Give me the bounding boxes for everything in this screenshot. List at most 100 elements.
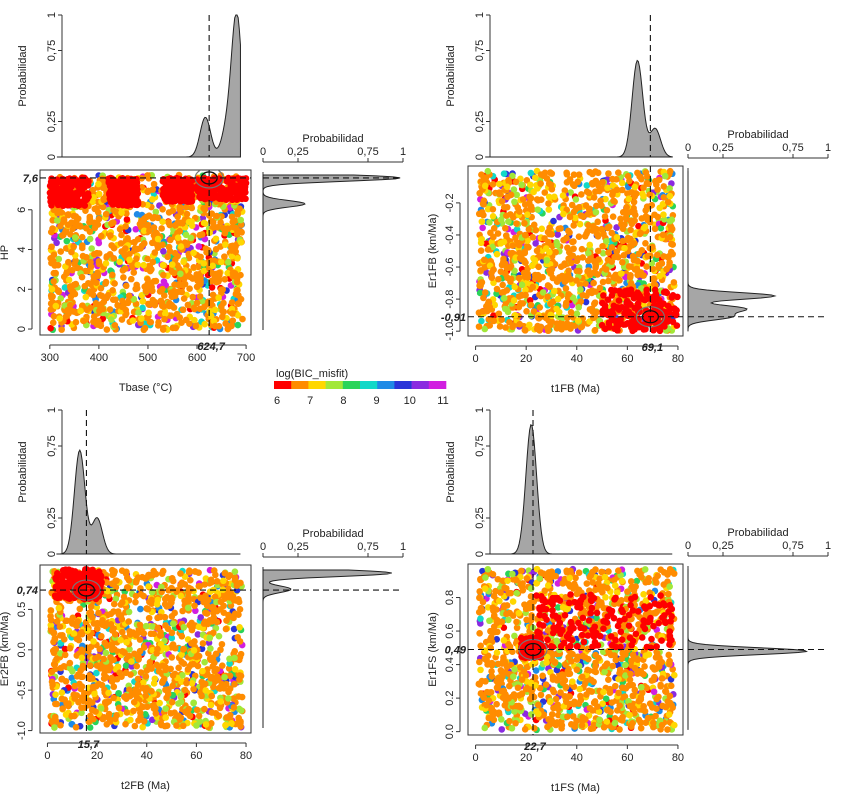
scatter-point [190, 249, 197, 257]
scatter-point [221, 253, 228, 260]
scatter-point [230, 184, 237, 191]
scatter-point [545, 200, 552, 207]
scatter-point [596, 284, 604, 292]
scatter-point [128, 658, 135, 665]
scatter-point [123, 568, 130, 576]
scatter-point [589, 314, 597, 322]
scatter-point [603, 206, 611, 214]
scatter-point [100, 655, 108, 663]
scatter-point [180, 646, 187, 653]
scatter-point [136, 621, 144, 629]
scatter-point [234, 255, 241, 262]
scatter-point [142, 287, 150, 294]
scatter-point [50, 312, 58, 320]
scatter-point [608, 244, 616, 251]
scatter-point [49, 225, 56, 232]
scatter-point [146, 662, 153, 670]
scatter-point [66, 175, 73, 182]
scatter-point [151, 249, 159, 256]
scatter-point [626, 320, 634, 327]
scatter-point [168, 594, 176, 602]
scatter-point [495, 275, 502, 283]
scatter-point [608, 292, 616, 299]
scatter-point [47, 621, 55, 629]
scatter-point [145, 309, 152, 317]
scatter-point [168, 654, 176, 661]
scatter-point [130, 238, 138, 246]
scatter-point [107, 232, 114, 239]
scatter-point [633, 265, 641, 273]
scatter-point [528, 262, 536, 269]
scatter-point [118, 316, 126, 323]
scatter-point [77, 307, 84, 315]
scatter-point [225, 688, 232, 696]
scatter-point [188, 204, 196, 212]
scatter-point [171, 709, 178, 717]
x-tick-label: 400 [90, 352, 108, 364]
scatter-point [162, 666, 169, 674]
scatter-point [222, 241, 229, 248]
scatter-point [200, 598, 207, 606]
scatter-point [220, 577, 227, 585]
scatter-point [150, 180, 158, 188]
scatter-point [100, 196, 108, 204]
scatter-point [159, 567, 167, 575]
scatter-point [611, 287, 619, 294]
scatter-point [625, 195, 633, 203]
scatter-point [160, 194, 168, 201]
scatter-point [217, 646, 224, 654]
scatter-point [93, 603, 101, 611]
scatter-point [57, 721, 64, 729]
scatter-point [135, 656, 142, 663]
scatter-point [61, 651, 69, 659]
scatter-point [76, 190, 83, 197]
scatter-point [110, 625, 117, 632]
scatter-point [179, 306, 187, 314]
y-axis-label: Er1FB (km/Ma) [427, 214, 439, 289]
scatter-point [126, 692, 134, 700]
scatter-point [502, 232, 510, 239]
scatter-point [533, 196, 541, 203]
scatter-point [626, 273, 634, 281]
scatter-point [167, 180, 174, 187]
scatter-point [80, 695, 88, 703]
scatter-point [102, 649, 110, 657]
scatter-point [646, 191, 654, 198]
scatter-point [190, 264, 198, 271]
scatter-point [110, 608, 117, 615]
scatter-point [493, 250, 501, 258]
scatter-point [216, 175, 223, 182]
scatter-point [659, 200, 667, 208]
scatter-point [480, 211, 487, 219]
scatter-point [640, 272, 647, 279]
scatter-point [90, 313, 98, 320]
scatter-point [110, 694, 117, 702]
scatter-point [634, 271, 641, 279]
scatter-point [97, 705, 105, 712]
scatter-point [139, 298, 146, 305]
scatter-point [182, 599, 190, 606]
scatter-point [525, 199, 533, 207]
scatter-point [545, 193, 553, 201]
scatter-point [548, 318, 556, 325]
scatter-point [500, 170, 508, 178]
scatter-point [109, 566, 116, 574]
scatter-point [519, 196, 527, 203]
scatter-point [78, 199, 86, 207]
scatter-point [590, 279, 597, 287]
scatter-point [239, 315, 246, 323]
scatter-point [213, 665, 221, 673]
scatter-point [515, 241, 523, 249]
scatter-point [641, 296, 649, 304]
scatter-point [237, 718, 244, 725]
scatter-point [663, 289, 671, 297]
scatter-point [579, 213, 587, 220]
scatter-point [118, 615, 126, 623]
scatter-point [66, 301, 74, 309]
scatter-point [106, 306, 114, 313]
scatter-point [156, 699, 163, 707]
scatter-point [55, 288, 63, 296]
scatter-point [545, 180, 553, 187]
